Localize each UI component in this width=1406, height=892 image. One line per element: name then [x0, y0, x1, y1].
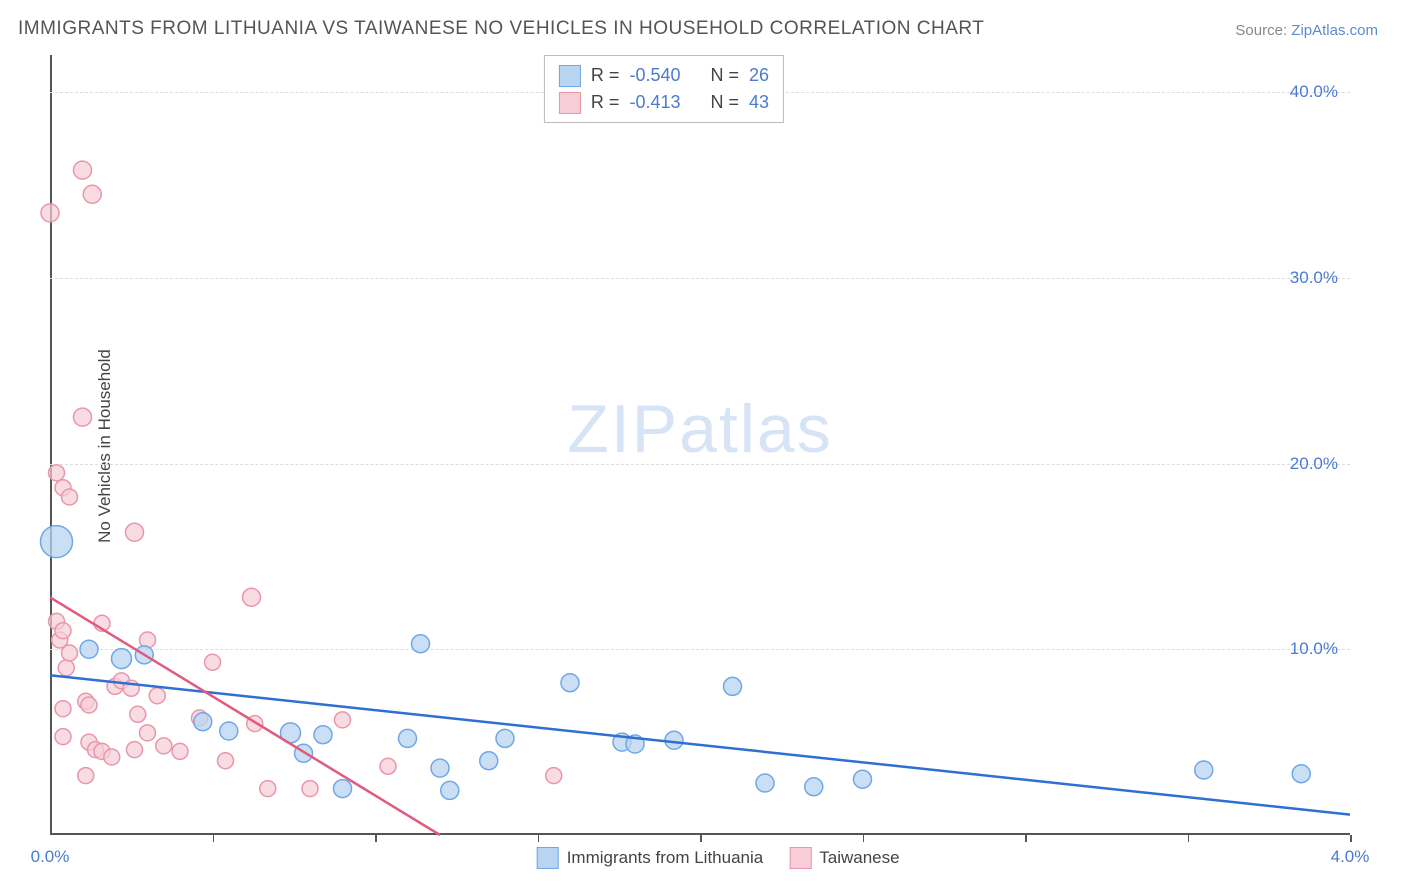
chart-title: IMMIGRANTS FROM LITHUANIA VS TAIWANESE N… [18, 18, 984, 40]
data-point [49, 465, 65, 481]
data-point [334, 780, 352, 798]
legend-label-taiwanese: Taiwanese [819, 848, 899, 868]
data-point [314, 726, 332, 744]
data-point [561, 674, 579, 692]
data-point [74, 408, 92, 426]
data-point [112, 649, 132, 669]
data-point [81, 697, 97, 713]
r-value-taiwanese: -0.413 [629, 89, 680, 116]
source-link[interactable]: ZipAtlas.com [1291, 22, 1378, 39]
data-point [41, 204, 59, 222]
data-point [156, 738, 172, 754]
legend-label-lithuania: Immigrants from Lithuania [567, 848, 764, 868]
chart-svg [50, 55, 1350, 835]
data-point [756, 774, 774, 792]
swatch-taiwanese-bottom [789, 847, 811, 869]
y-tick-label: 20.0% [1290, 454, 1338, 474]
data-point [55, 729, 71, 745]
n-label: N = [710, 89, 739, 116]
source-attribution: Source: ZipAtlas.com [1235, 22, 1378, 39]
y-tick-label: 10.0% [1290, 639, 1338, 659]
data-point [130, 706, 146, 722]
x-tick-mark [1188, 835, 1190, 842]
x-tick-label: 4.0% [1331, 847, 1370, 867]
y-tick-label: 30.0% [1290, 268, 1338, 288]
data-point [41, 526, 73, 558]
x-tick-mark [863, 835, 865, 842]
x-tick-mark [700, 835, 702, 842]
swatch-lithuania-bottom [537, 847, 559, 869]
data-point [74, 161, 92, 179]
trend-line [50, 675, 1350, 814]
data-point [80, 640, 98, 658]
data-point [220, 722, 238, 740]
data-point [194, 713, 212, 731]
data-point [83, 185, 101, 203]
swatch-lithuania [559, 65, 581, 87]
data-point [480, 752, 498, 770]
data-point [140, 725, 156, 741]
data-point [58, 660, 74, 676]
r-label: R = [591, 62, 620, 89]
y-tick-label: 40.0% [1290, 82, 1338, 102]
data-point [55, 623, 71, 639]
data-point [805, 778, 823, 796]
data-point [1292, 765, 1310, 783]
data-point [149, 688, 165, 704]
x-tick-mark [1025, 835, 1027, 842]
x-tick-mark [538, 835, 540, 842]
correlation-legend: R = -0.540 N = 26 R = -0.413 N = 43 [544, 55, 784, 123]
data-point [380, 758, 396, 774]
legend-item-taiwanese: Taiwanese [789, 847, 899, 869]
r-label: R = [591, 89, 620, 116]
data-point [1195, 761, 1213, 779]
n-label: N = [710, 62, 739, 89]
series-legend: Immigrants from Lithuania Taiwanese [537, 847, 900, 869]
data-point [399, 729, 417, 747]
data-point [126, 523, 144, 541]
data-point [335, 712, 351, 728]
r-value-lithuania: -0.540 [629, 62, 680, 89]
n-value-lithuania: 26 [749, 62, 769, 89]
swatch-taiwanese [559, 92, 581, 114]
data-point [62, 645, 78, 661]
data-point [546, 768, 562, 784]
data-point [302, 781, 318, 797]
data-point [724, 677, 742, 695]
data-point [260, 781, 276, 797]
x-tick-mark [213, 835, 215, 842]
legend-row-lithuania: R = -0.540 N = 26 [559, 62, 769, 89]
data-point [441, 781, 459, 799]
data-point [854, 770, 872, 788]
trend-line [50, 597, 440, 835]
x-tick-label: 0.0% [31, 847, 70, 867]
data-point [55, 701, 71, 717]
n-value-taiwanese: 43 [749, 89, 769, 116]
data-point [205, 654, 221, 670]
data-point [172, 743, 188, 759]
data-point [243, 588, 261, 606]
data-point [218, 753, 234, 769]
data-point [431, 759, 449, 777]
data-point [62, 489, 78, 505]
data-point [412, 635, 430, 653]
data-point [127, 742, 143, 758]
legend-item-lithuania: Immigrants from Lithuania [537, 847, 764, 869]
legend-row-taiwanese: R = -0.413 N = 43 [559, 89, 769, 116]
data-point [496, 729, 514, 747]
data-point [104, 749, 120, 765]
x-tick-mark [1350, 835, 1352, 842]
data-point [78, 768, 94, 784]
source-prefix: Source: [1235, 22, 1291, 39]
plot-area: ZIPatlas R = -0.540 N = 26 R = -0.413 N … [50, 55, 1350, 835]
x-tick-mark [375, 835, 377, 842]
